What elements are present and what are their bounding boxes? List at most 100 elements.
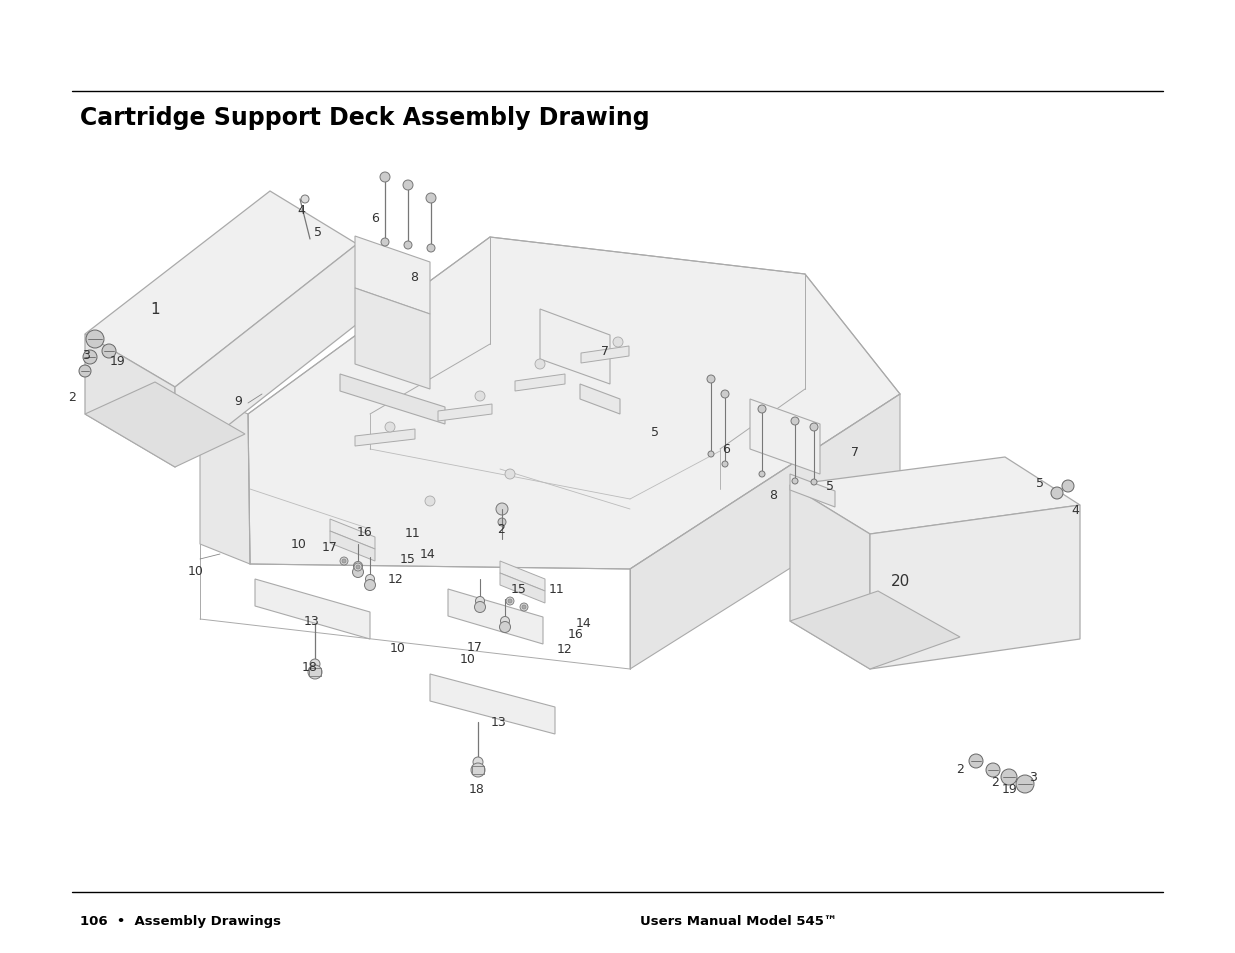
Polygon shape	[448, 589, 543, 644]
Text: 3: 3	[82, 349, 90, 362]
Text: Cartridge Support Deck Assembly Drawing: Cartridge Support Deck Assembly Drawing	[80, 106, 650, 130]
Polygon shape	[354, 289, 430, 390]
Circle shape	[427, 245, 435, 253]
Circle shape	[986, 763, 1000, 778]
Text: 8: 8	[410, 272, 417, 284]
Polygon shape	[330, 519, 375, 550]
Text: 5: 5	[826, 480, 834, 493]
Circle shape	[83, 351, 98, 365]
Circle shape	[308, 665, 322, 679]
Circle shape	[969, 754, 983, 768]
Circle shape	[475, 392, 485, 401]
Circle shape	[498, 518, 506, 526]
Circle shape	[1051, 488, 1063, 499]
Polygon shape	[85, 382, 245, 468]
Polygon shape	[500, 561, 545, 592]
Text: 3: 3	[1029, 771, 1037, 783]
Circle shape	[810, 423, 818, 432]
Polygon shape	[175, 245, 357, 468]
Polygon shape	[354, 236, 430, 314]
Circle shape	[471, 763, 485, 778]
Polygon shape	[330, 532, 375, 561]
Circle shape	[310, 659, 320, 669]
Text: 14: 14	[420, 548, 436, 561]
Circle shape	[382, 239, 389, 247]
Polygon shape	[790, 485, 869, 669]
Text: 13: 13	[492, 716, 506, 729]
Text: 8: 8	[769, 489, 777, 502]
Text: 18: 18	[303, 660, 317, 674]
Text: 2: 2	[68, 391, 75, 404]
Circle shape	[86, 331, 104, 349]
Circle shape	[380, 172, 390, 183]
Circle shape	[500, 617, 510, 626]
Text: 10: 10	[461, 653, 475, 666]
Text: 5: 5	[314, 226, 322, 239]
Text: 12: 12	[388, 573, 404, 586]
Circle shape	[352, 567, 363, 578]
Circle shape	[353, 562, 363, 571]
Text: 11: 11	[405, 527, 421, 540]
Circle shape	[522, 605, 526, 609]
Text: 15: 15	[511, 583, 527, 596]
Text: 6: 6	[722, 443, 730, 456]
Circle shape	[790, 417, 799, 426]
Circle shape	[706, 375, 715, 384]
Text: 9: 9	[235, 395, 242, 408]
Circle shape	[354, 563, 362, 572]
Polygon shape	[540, 310, 610, 385]
Text: 14: 14	[576, 617, 592, 630]
Polygon shape	[430, 675, 555, 734]
Circle shape	[403, 181, 412, 191]
Circle shape	[811, 479, 818, 485]
Polygon shape	[790, 457, 1079, 535]
Circle shape	[340, 558, 348, 565]
Circle shape	[505, 470, 515, 479]
Circle shape	[473, 758, 483, 767]
Text: 11: 11	[550, 583, 564, 596]
Text: 16: 16	[568, 628, 584, 640]
Circle shape	[356, 565, 359, 569]
Polygon shape	[438, 405, 492, 421]
Text: 10: 10	[390, 641, 406, 655]
Text: 1: 1	[151, 302, 159, 317]
Text: 4: 4	[298, 203, 305, 216]
Text: 12: 12	[557, 643, 573, 656]
Text: 4: 4	[1071, 503, 1079, 516]
Circle shape	[1002, 769, 1016, 785]
Polygon shape	[248, 237, 900, 569]
Circle shape	[535, 359, 545, 370]
Circle shape	[475, 597, 484, 606]
Circle shape	[613, 337, 622, 348]
Text: 18: 18	[469, 782, 485, 796]
Circle shape	[1062, 480, 1074, 493]
Text: 7: 7	[851, 446, 860, 459]
Circle shape	[364, 579, 375, 591]
Polygon shape	[200, 395, 249, 564]
Circle shape	[1016, 775, 1034, 793]
Text: 19: 19	[1002, 782, 1018, 796]
Text: 20: 20	[890, 574, 910, 589]
Circle shape	[506, 598, 514, 605]
Text: 10: 10	[188, 565, 204, 578]
Circle shape	[301, 195, 309, 204]
Text: 7: 7	[601, 345, 609, 358]
Circle shape	[103, 345, 116, 358]
Text: 15: 15	[400, 553, 416, 566]
Circle shape	[474, 602, 485, 613]
Text: 5: 5	[651, 426, 659, 439]
Polygon shape	[85, 192, 357, 388]
Polygon shape	[85, 335, 175, 468]
Text: 6: 6	[370, 212, 379, 224]
Text: 106  •  Assembly Drawings: 106 • Assembly Drawings	[80, 914, 282, 927]
Text: 17: 17	[322, 541, 338, 554]
Text: 19: 19	[110, 355, 126, 368]
Circle shape	[342, 559, 346, 563]
Polygon shape	[500, 574, 545, 603]
Polygon shape	[580, 385, 620, 415]
Polygon shape	[515, 375, 564, 392]
Circle shape	[760, 472, 764, 477]
Polygon shape	[790, 475, 835, 507]
Text: 2: 2	[956, 762, 965, 776]
Circle shape	[722, 461, 727, 468]
